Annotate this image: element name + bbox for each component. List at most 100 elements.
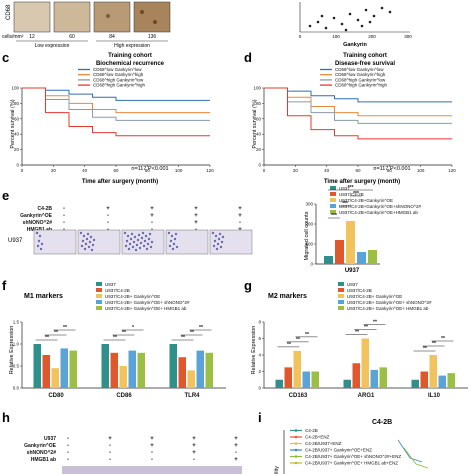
migrated-cell xyxy=(216,242,220,246)
scatter-tick: 100 xyxy=(332,34,340,39)
x-axis-label: U937 xyxy=(345,268,360,274)
legend-label: U937/C4-2B+Gankyrin^OE+shNONO^2# xyxy=(339,204,422,209)
migrated-cell xyxy=(86,232,90,236)
ihc-image-3 xyxy=(93,1,131,33)
ihc-image-2 xyxy=(53,1,91,33)
viability-curve-fragment xyxy=(397,439,423,463)
group-high-label: High expression xyxy=(114,43,150,49)
survival-curve xyxy=(264,87,452,124)
significance-stars: ** xyxy=(122,330,126,336)
condition-mark: - xyxy=(67,436,69,442)
migrated-cell xyxy=(221,235,225,239)
migrated-cell xyxy=(81,239,85,243)
condition-mark: - xyxy=(151,450,153,456)
panel-i: i C4-2B C4-2BC4-2B+ENZC4-2B/U937+ENZC4-2… xyxy=(258,410,429,474)
panel-d: d Training cohort Disease-free survival … xyxy=(244,50,456,185)
stat-annotation: n=117 P<0.001 xyxy=(131,166,168,172)
significance-stars: *** xyxy=(353,191,359,197)
migrated-cell xyxy=(123,231,127,235)
condition-mark: + xyxy=(194,206,198,212)
y-axis-label: Relative Expression xyxy=(9,326,15,375)
legend-marker xyxy=(294,448,298,452)
migrated-cell xyxy=(89,235,93,239)
y-tick-label: 0 xyxy=(16,163,19,168)
condition-label: shNONO^2# xyxy=(27,450,57,456)
legend-swatch xyxy=(338,282,344,286)
legend-label: CD68^high Gankyrin^high xyxy=(335,83,387,88)
x-tick-label: ARG1 xyxy=(358,393,375,399)
legend-label: U937/C4-2B xyxy=(105,288,130,293)
panel-letter: d xyxy=(244,50,252,65)
migrated-cell xyxy=(125,239,129,243)
ihc-stain-dot xyxy=(153,20,157,24)
legend-label: CD68^low Gankyrin^low xyxy=(93,67,142,72)
migrated-cell xyxy=(37,239,41,243)
legend-label: CD68^low Gankyrin^high xyxy=(335,72,386,77)
migrated-cell xyxy=(128,242,132,246)
condition-mark: + xyxy=(238,206,242,212)
migrated-cell xyxy=(138,246,142,250)
panel-d-title: Training cohort xyxy=(343,53,387,59)
migrated-cell xyxy=(91,243,95,247)
legend-swatch xyxy=(330,210,336,214)
x-tick-label: 80 xyxy=(387,168,393,173)
y-axis-label: Percent survival (%) xyxy=(252,99,258,148)
x-tick-label: 80 xyxy=(145,168,151,173)
bar xyxy=(346,221,355,264)
survival-curve xyxy=(264,87,452,140)
y-tick-label: 60 xyxy=(14,116,20,121)
scatter-point xyxy=(320,14,324,18)
bar xyxy=(128,350,136,388)
survival-curves xyxy=(22,87,210,137)
bar xyxy=(311,371,319,388)
cell-count: 12 xyxy=(29,34,35,40)
y-axis-label: ility xyxy=(274,466,280,474)
ihc-stain-dot xyxy=(140,10,144,14)
cell-count: 136 xyxy=(148,34,157,40)
migrated-cell xyxy=(139,241,143,245)
migrated-cell xyxy=(167,231,171,235)
legend-swatch xyxy=(330,192,336,196)
plot-axes: 0 20 40 60 80 100 0 20 40 60 80 100 120 xyxy=(253,86,456,174)
significance-stars: *** xyxy=(348,185,354,191)
legend-swatch xyxy=(330,204,336,208)
significance-stars: ** xyxy=(54,330,58,336)
x-tick-label: 60 xyxy=(355,168,361,173)
group-low-label: Low expression xyxy=(35,43,70,49)
bar xyxy=(357,252,366,264)
bar xyxy=(51,368,59,388)
significance-stars: ** xyxy=(355,330,359,336)
legend-label: U937 xyxy=(105,282,116,287)
scatter-point xyxy=(356,18,360,22)
legend-swatch xyxy=(330,198,336,202)
bar xyxy=(187,370,195,388)
migrated-cell xyxy=(84,242,88,246)
condition-mark: - xyxy=(107,220,109,226)
panel-h: h U937- + + + +Gankyrin^OE - - + + +shNONO^2# - - - +… xyxy=(2,410,242,474)
legend-swatch xyxy=(338,294,344,298)
migrated-cell xyxy=(143,239,147,243)
legend-label: CD68^high Gankyrin^low xyxy=(335,77,386,82)
legend-label: CD68^high Gankyrin^high xyxy=(93,83,145,88)
x-tick-label: 100 xyxy=(417,168,425,173)
top-strip: CD68 cells/mm² 12 60 84 136 Low expressi… xyxy=(2,1,412,49)
migrated-cell xyxy=(148,232,152,236)
significance-stars: ** xyxy=(441,336,445,342)
significance-stars: ** xyxy=(113,335,117,341)
migrated-cell xyxy=(170,234,174,238)
scatter-tick: 300 xyxy=(404,34,412,39)
migrated-cell xyxy=(145,247,149,251)
panel-letter: g xyxy=(244,278,252,293)
migrated-cell xyxy=(80,244,84,248)
scatter-tick: 0 xyxy=(299,34,302,39)
ihc-image-4 xyxy=(133,1,171,33)
y-axis-label: Percent survival (%) xyxy=(10,99,16,148)
legend-label: U937/C4-2B+ Gankyrin^OE+ HMGB1 ab xyxy=(105,306,187,311)
transwell-image xyxy=(165,229,209,255)
condition-mark: + xyxy=(238,213,242,219)
legend-marker xyxy=(294,435,298,439)
condition-mark: - xyxy=(151,457,153,463)
condition-mark: + xyxy=(234,436,238,442)
